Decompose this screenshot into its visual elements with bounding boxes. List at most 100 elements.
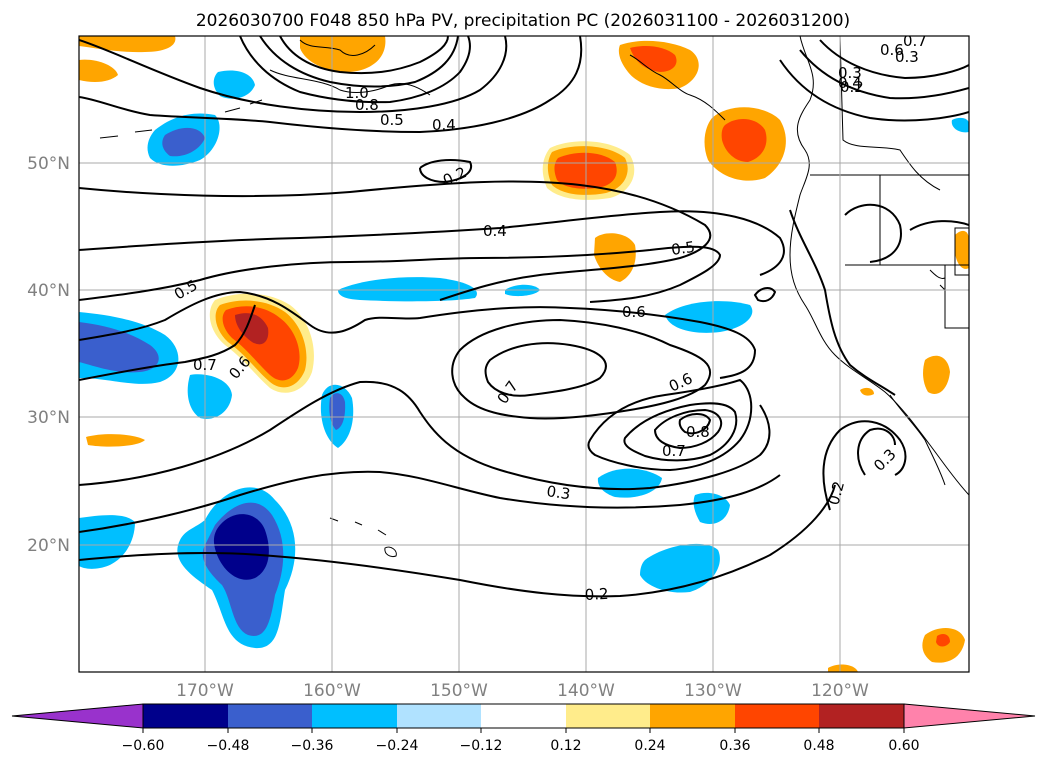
latitude-labels: 50°N 40°N 30°N 20°N	[27, 154, 70, 556]
pv-contour	[451, 318, 712, 420]
precip-pos-blob	[828, 664, 858, 672]
colorbar-tick: 0.24	[634, 738, 665, 754]
precip-pos-blob	[630, 46, 677, 72]
pv-contour	[909, 220, 969, 231]
pv-contour	[484, 342, 607, 397]
pv-contour	[799, 49, 969, 100]
colorbar-segment	[819, 704, 904, 728]
precip-neg-blob	[951, 117, 969, 133]
map-content: 0.7 0.6 0.4 0.3 0.3 0.2 1.0 0.8 0.5 0.4 …	[79, 32, 969, 672]
lon-label: 120°W	[811, 681, 869, 701]
contour-label: 0.5	[380, 111, 404, 129]
colorbar-segment	[566, 704, 650, 728]
pv-contour	[79, 180, 712, 301]
colorbar-tick: 0.48	[803, 738, 834, 754]
pv-contour	[844, 203, 902, 263]
island-chain	[99, 99, 263, 139]
precip-neg-blob	[693, 492, 730, 525]
colorbar-tick: 0.36	[719, 738, 750, 754]
pv-contour	[79, 210, 785, 276]
colorbar-tick: 0.60	[888, 738, 919, 754]
coastline	[929, 269, 946, 291]
contour-label: 0.2	[840, 78, 864, 96]
pv-contour	[79, 380, 771, 491]
contour-label: 0.4	[838, 74, 862, 92]
contour-label: 0.2	[824, 479, 848, 507]
pv-contour	[623, 402, 738, 462]
contour-label: 0.5	[670, 238, 696, 259]
pv-contour	[79, 245, 722, 303]
lon-label: 170°W	[176, 681, 234, 701]
precip-neg-blob	[329, 393, 346, 430]
precip-pos-blob	[300, 36, 386, 72]
contour-label: 0.8	[686, 423, 710, 441]
pv-contour	[279, 36, 449, 75]
border-line	[845, 264, 969, 329]
lon-label: 130°W	[684, 681, 742, 701]
colorbar-extend-min	[11, 703, 144, 729]
longitude-labels: 170°W 160°W 150°W 140°W 130°W 120°W	[176, 681, 869, 701]
colorbar-segment	[312, 704, 397, 728]
colorbar-tick: −0.12	[460, 738, 503, 754]
colorbar: −0.60 −0.48 −0.36 −0.24 −0.12 0.12 0.24 …	[11, 703, 1036, 754]
contour-label: 0.7	[662, 442, 686, 460]
precip-neg-blob	[162, 127, 205, 157]
precip-neg-blob	[187, 374, 232, 419]
precip-pos-blob	[86, 434, 145, 447]
pv-contour	[587, 378, 753, 472]
precip-neg-blob	[213, 70, 255, 99]
contour-label: 0.7	[903, 32, 927, 50]
coastline	[629, 54, 726, 121]
pv-contour	[678, 413, 712, 435]
lat-label: 30°N	[27, 408, 70, 428]
colorbar-outline	[142, 703, 905, 729]
pv-contour	[79, 36, 583, 134]
precip-neg-blob	[79, 322, 159, 373]
precip-pos-blob	[936, 634, 950, 647]
precip-neg-blob	[338, 277, 477, 302]
pv-contour	[419, 159, 473, 184]
pv-contour	[822, 420, 907, 511]
map-frame	[78, 35, 970, 673]
precip-neg-blob	[597, 468, 662, 498]
precip-neg-blob	[665, 301, 753, 333]
colorbar-tick: −0.48	[207, 738, 250, 754]
graticule	[79, 36, 969, 672]
map-title: 2026030700 F048 850 hPa PV, precipitatio…	[196, 11, 850, 31]
precip-neg-blob	[213, 514, 269, 580]
lon-label: 160°W	[303, 681, 361, 701]
colorbar-tick: −0.60	[122, 738, 165, 754]
contour-label: 0.4	[483, 222, 507, 240]
contour-label: 0.3	[545, 482, 571, 503]
precip-pos-blob	[955, 230, 969, 269]
pv-contour	[79, 290, 757, 379]
pv-contour	[259, 36, 459, 88]
precip-pos-blob	[860, 387, 874, 396]
pv-contour	[753, 287, 777, 303]
precip-neg-blob	[640, 543, 720, 593]
colorbar-tick: −0.36	[291, 738, 334, 754]
border-line	[954, 227, 969, 276]
pv-contour	[789, 209, 896, 396]
pv-contour	[79, 36, 508, 114]
pv-contour	[79, 304, 256, 381]
colorbar-tick: −0.24	[376, 738, 419, 754]
contour-label: 0.2	[584, 585, 609, 604]
pv-contour	[79, 470, 781, 533]
pv-contour	[79, 484, 836, 598]
precip-pos-blob	[235, 313, 269, 345]
contour-label: 0.8	[355, 96, 379, 114]
coastline	[839, 36, 941, 191]
precip-shading	[79, 36, 969, 672]
precip-pos-blob	[923, 355, 950, 394]
contour-label: 0.3	[838, 64, 862, 82]
pv-contour	[857, 427, 896, 476]
coastlines	[99, 36, 969, 557]
colorbar-segment	[228, 704, 312, 728]
colorbar-segment	[650, 704, 735, 728]
contour-label: 0.3	[895, 48, 919, 66]
pv-contour	[819, 39, 969, 80]
contour-label: 0.6	[880, 41, 904, 59]
coastline	[299, 39, 376, 56]
